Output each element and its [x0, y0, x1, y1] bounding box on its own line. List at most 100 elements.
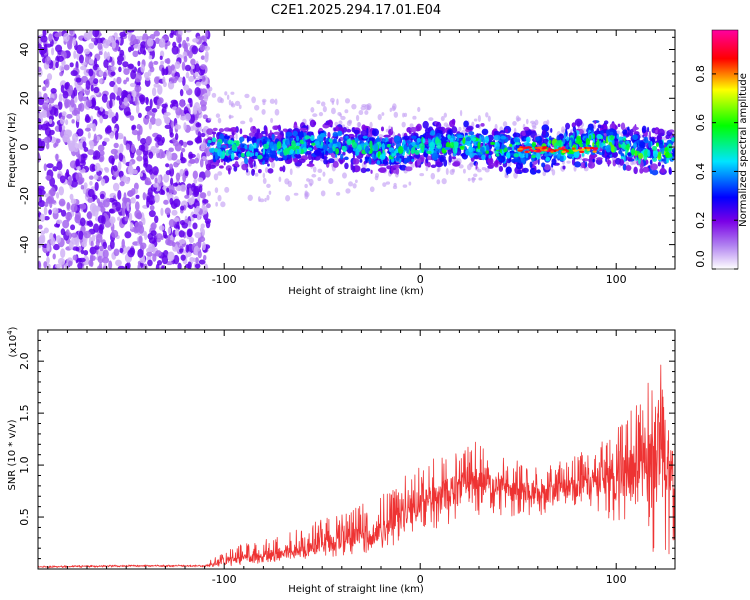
faint-blob — [346, 120, 352, 127]
noise-blob — [126, 201, 130, 212]
noise-blob — [131, 89, 138, 99]
noise-blob — [149, 33, 156, 40]
faint-blob — [264, 167, 269, 174]
noise-blob — [201, 75, 206, 82]
signal-blob — [509, 143, 513, 148]
noise-blob — [64, 82, 69, 90]
noise-blob — [48, 209, 52, 215]
faint-blob — [217, 117, 222, 124]
faint-blob — [419, 173, 425, 177]
noise-blob — [42, 102, 49, 110]
noise-blob — [185, 71, 190, 79]
signal-blob — [545, 156, 551, 162]
noise-blob — [57, 55, 64, 62]
noise-blob — [100, 178, 106, 186]
noise-blob — [68, 260, 73, 267]
noise-blob — [130, 70, 137, 80]
spectrogram-panel: -100 0 100 -40 -20 0 20 40 Height of straight l… — [7, 29, 676, 297]
signal-blob — [426, 161, 431, 168]
noise-blob — [119, 49, 125, 57]
signal-blob — [488, 162, 495, 168]
signal-blob — [239, 128, 243, 135]
noise-blob — [163, 199, 169, 205]
signal-blob — [429, 131, 435, 136]
signal-blob — [462, 137, 466, 145]
noise-blob — [79, 217, 86, 227]
faint-blob — [477, 168, 482, 173]
peak-blob — [523, 146, 530, 149]
signal-blob — [623, 155, 626, 163]
faint-blob — [467, 177, 471, 182]
signal-blob — [351, 141, 358, 149]
noise-blob — [162, 76, 166, 84]
noise-blob — [55, 153, 59, 162]
signal-blob — [535, 136, 540, 141]
noise-blob — [103, 59, 109, 68]
signal-blob — [448, 154, 452, 163]
colorbar-tick-label: 0.4 — [694, 163, 707, 181]
faint-blob — [459, 109, 463, 117]
noise-blob — [164, 116, 171, 124]
signal-blob — [295, 135, 300, 142]
noise-blob — [69, 30, 74, 35]
noise-blob — [193, 101, 200, 111]
noise-blob — [174, 228, 180, 236]
signal-blob — [297, 158, 306, 164]
signal-blob — [380, 126, 385, 132]
signal-blob — [579, 143, 584, 148]
noise-blob — [46, 242, 50, 252]
noise-blob — [43, 261, 48, 269]
noise-blob — [102, 249, 109, 259]
faint-blob — [502, 121, 508, 127]
noise-blob — [87, 149, 95, 156]
noise-blob — [151, 87, 157, 97]
signal-blob — [261, 130, 267, 135]
faint-blob — [215, 201, 218, 207]
colorbar-tick-label: 0.0 — [694, 250, 707, 268]
faint-blob — [261, 109, 266, 115]
signal-blob — [207, 139, 212, 144]
noise-blob — [137, 131, 141, 142]
noise-blob — [40, 35, 48, 43]
signal-blob — [403, 144, 408, 151]
signal-blob — [523, 126, 530, 131]
signal-blob — [336, 141, 341, 146]
noise-blob — [90, 84, 94, 92]
noise-blob — [143, 157, 149, 167]
y-tick-label: 0 — [18, 144, 31, 151]
signal-blob — [452, 156, 457, 160]
noise-blob — [118, 170, 124, 177]
signal-blob — [252, 169, 256, 173]
noise-blob — [123, 192, 127, 202]
faint-blob — [358, 110, 364, 116]
faint-blob — [247, 194, 253, 201]
signal-blob — [466, 125, 474, 131]
noise-blob — [152, 253, 157, 262]
signal-blob — [649, 136, 652, 141]
noise-blob — [197, 239, 202, 248]
noise-blob — [93, 223, 100, 233]
signal-blob — [370, 169, 373, 174]
noise-blob — [140, 258, 146, 264]
signal-blob — [452, 161, 460, 167]
signal-blob — [231, 143, 237, 151]
faint-blob — [269, 98, 275, 104]
faint-blob — [389, 107, 393, 112]
snr-series-line — [38, 364, 675, 569]
noise-blob — [50, 237, 56, 247]
faint-blob — [308, 178, 314, 186]
signal-blob — [664, 147, 668, 152]
signal-blob — [513, 153, 519, 158]
signal-blob — [383, 134, 391, 138]
faint-blob — [214, 187, 219, 194]
noise-blob — [149, 205, 155, 211]
signal-blob — [299, 127, 308, 132]
signal-blob — [307, 138, 311, 147]
noise-blob — [138, 144, 146, 151]
noise-blob — [55, 44, 63, 53]
noise-blob — [66, 202, 71, 210]
noise-blob — [87, 132, 91, 139]
signal-blob — [277, 134, 282, 139]
faint-blob — [230, 91, 235, 95]
faint-blob — [338, 120, 343, 126]
